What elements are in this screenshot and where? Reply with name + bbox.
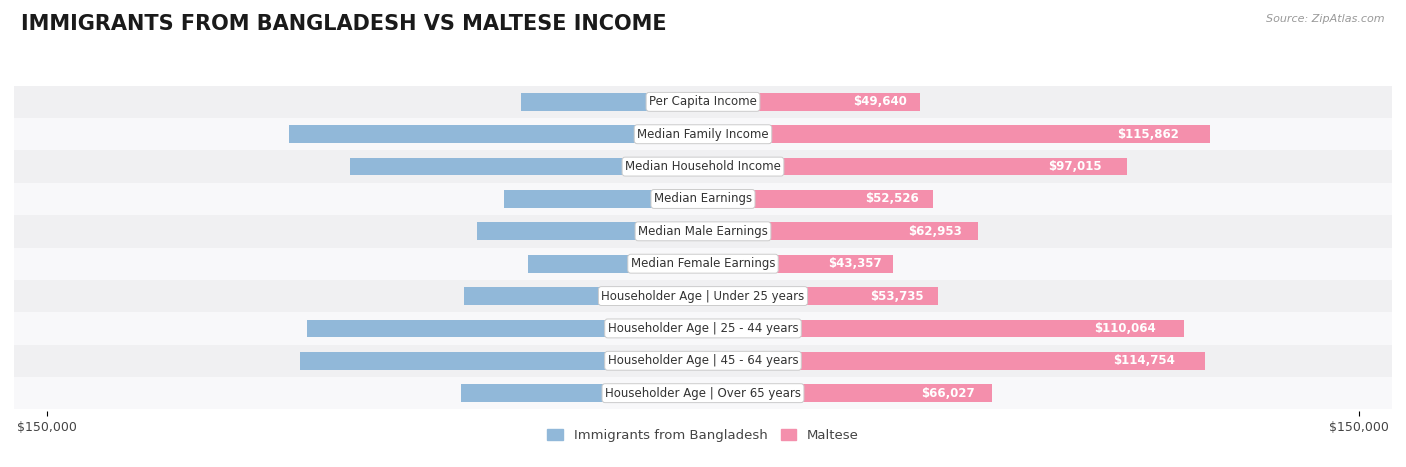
Bar — [461, 384, 703, 402]
Bar — [0, 345, 1406, 377]
Bar — [0, 183, 1406, 215]
Bar — [703, 93, 920, 111]
Text: $52,526: $52,526 — [865, 192, 920, 205]
Bar — [308, 319, 703, 337]
Text: Median Earnings: Median Earnings — [654, 192, 752, 205]
Bar — [703, 352, 1205, 370]
Bar — [0, 377, 1406, 410]
Bar — [529, 255, 703, 273]
Text: Householder Age | Over 65 years: Householder Age | Over 65 years — [605, 387, 801, 400]
Text: $80,722: $80,722 — [682, 160, 735, 173]
Text: $62,953: $62,953 — [908, 225, 962, 238]
Bar — [703, 158, 1128, 176]
Bar — [299, 352, 703, 370]
Text: Median Household Income: Median Household Income — [626, 160, 780, 173]
Bar — [703, 222, 979, 240]
Text: $115,862: $115,862 — [1118, 128, 1180, 141]
Text: Median Female Earnings: Median Female Earnings — [631, 257, 775, 270]
Bar — [703, 384, 991, 402]
Bar — [703, 255, 893, 273]
Text: $66,027: $66,027 — [921, 387, 974, 400]
Bar — [703, 287, 938, 305]
Text: Per Capita Income: Per Capita Income — [650, 95, 756, 108]
Bar — [464, 287, 703, 305]
Text: Source: ZipAtlas.com: Source: ZipAtlas.com — [1267, 14, 1385, 24]
Text: Householder Age | 25 - 44 years: Householder Age | 25 - 44 years — [607, 322, 799, 335]
Text: $54,714: $54,714 — [689, 290, 742, 303]
Text: Median Family Income: Median Family Income — [637, 128, 769, 141]
Text: $90,448: $90,448 — [679, 322, 733, 335]
Bar — [520, 93, 703, 111]
Text: $45,532: $45,532 — [692, 192, 745, 205]
Text: Householder Age | Under 25 years: Householder Age | Under 25 years — [602, 290, 804, 303]
Bar — [350, 158, 703, 176]
Text: $49,640: $49,640 — [853, 95, 907, 108]
Text: $94,665: $94,665 — [678, 128, 733, 141]
Bar — [0, 312, 1406, 345]
Text: $41,709: $41,709 — [692, 95, 745, 108]
Text: IMMIGRANTS FROM BANGLADESH VS MALTESE INCOME: IMMIGRANTS FROM BANGLADESH VS MALTESE IN… — [21, 14, 666, 34]
Bar — [503, 190, 703, 208]
Text: $53,735: $53,735 — [870, 290, 924, 303]
Bar — [0, 215, 1406, 248]
Bar — [0, 118, 1406, 150]
Legend: Immigrants from Bangladesh, Maltese: Immigrants from Bangladesh, Maltese — [541, 423, 865, 447]
Text: $39,910: $39,910 — [693, 257, 747, 270]
Bar — [477, 222, 703, 240]
Text: $114,754: $114,754 — [1114, 354, 1175, 367]
Text: $110,064: $110,064 — [1094, 322, 1156, 335]
Text: Median Male Earnings: Median Male Earnings — [638, 225, 768, 238]
Bar — [703, 125, 1209, 143]
Text: $92,208: $92,208 — [679, 354, 733, 367]
Bar — [0, 85, 1406, 118]
Bar — [0, 280, 1406, 312]
Text: $51,642: $51,642 — [689, 225, 744, 238]
Text: $97,015: $97,015 — [1049, 160, 1102, 173]
Text: $43,357: $43,357 — [828, 257, 882, 270]
Bar — [703, 319, 1184, 337]
Bar — [0, 248, 1406, 280]
Text: Householder Age | 45 - 64 years: Householder Age | 45 - 64 years — [607, 354, 799, 367]
Bar — [0, 150, 1406, 183]
Text: $55,394: $55,394 — [689, 387, 742, 400]
Bar — [288, 125, 703, 143]
Bar — [703, 190, 932, 208]
